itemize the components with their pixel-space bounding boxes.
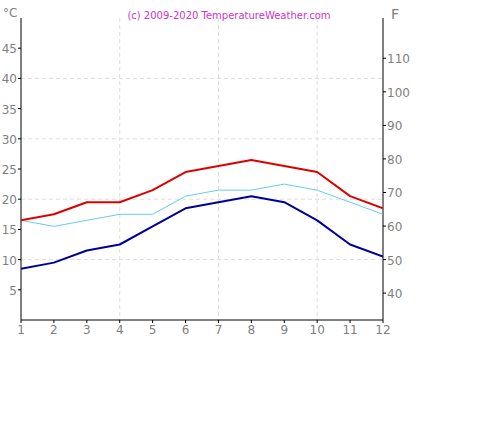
title: (c) 2009-2020 TemperatureWeather.com [127, 10, 330, 21]
y2-tick [383, 226, 386, 227]
y-axis-label: °C [3, 6, 17, 20]
y-tick [18, 199, 21, 200]
x-tick-label: 8 [248, 323, 256, 337]
y-tick [18, 138, 21, 139]
y-tick [18, 169, 21, 170]
y-tick [18, 259, 21, 260]
x-tick-label: 7 [215, 323, 223, 337]
grid-line [119, 18, 120, 320]
grid-line [21, 138, 383, 139]
y2-tick [383, 91, 386, 92]
y-tick-label: 45 [2, 42, 17, 56]
x-tick-label: 12 [375, 323, 390, 337]
series-line [21, 196, 383, 268]
y-tick [18, 229, 21, 230]
y-tick-label: 30 [2, 133, 17, 147]
grid-line [317, 18, 318, 320]
grid-line [218, 18, 219, 320]
x-tick-label: 3 [83, 323, 91, 337]
y-tick [18, 48, 21, 49]
y2-tick-label: 90 [387, 119, 402, 133]
y2-tick-label: 110 [387, 52, 410, 66]
y-tick-label: 25 [2, 163, 17, 177]
y-tick-label: 35 [2, 103, 17, 117]
x-tick-label: 2 [50, 323, 58, 337]
grid-line [21, 78, 383, 79]
y2-tick [383, 259, 386, 260]
y2-tick [383, 158, 386, 159]
chart: 5101520253035404540506070809010011012345… [0, 0, 504, 425]
series-line [21, 160, 383, 220]
y-tick [18, 108, 21, 109]
y2-tick-label: 60 [387, 220, 402, 234]
y2-axis-label: F [391, 6, 399, 22]
x-axis [21, 320, 383, 321]
x-tick-label: 4 [116, 323, 124, 337]
y2-tick [383, 192, 386, 193]
y-tick [18, 289, 21, 290]
y2-tick [383, 58, 386, 59]
y-tick-label: 15 [2, 223, 17, 237]
y2-tick-label: 80 [387, 153, 402, 167]
y-tick-label: 5 [9, 284, 17, 298]
series-group [21, 160, 383, 269]
y-tick [18, 78, 21, 79]
x-tick-label: 5 [149, 323, 157, 337]
grid-line [21, 259, 383, 260]
y2-axis [383, 18, 384, 320]
y2-tick [383, 293, 386, 294]
y-tick-label: 10 [2, 254, 17, 268]
x-tick-label: 9 [280, 323, 288, 337]
y2-tick-label: 40 [387, 287, 402, 301]
y2-tick [383, 125, 386, 126]
y-tick-label: 20 [2, 193, 17, 207]
grid-line [21, 199, 383, 200]
y2-tick-label: 70 [387, 186, 402, 200]
y2-tick-label: 100 [387, 86, 410, 100]
y-tick-label: 40 [2, 72, 17, 86]
x-tick-label: 6 [182, 323, 190, 337]
x-tick-label: 1 [17, 323, 25, 337]
y2-tick-label: 50 [387, 254, 402, 268]
x-tick-label: 11 [342, 323, 357, 337]
x-tick-label: 10 [310, 323, 325, 337]
